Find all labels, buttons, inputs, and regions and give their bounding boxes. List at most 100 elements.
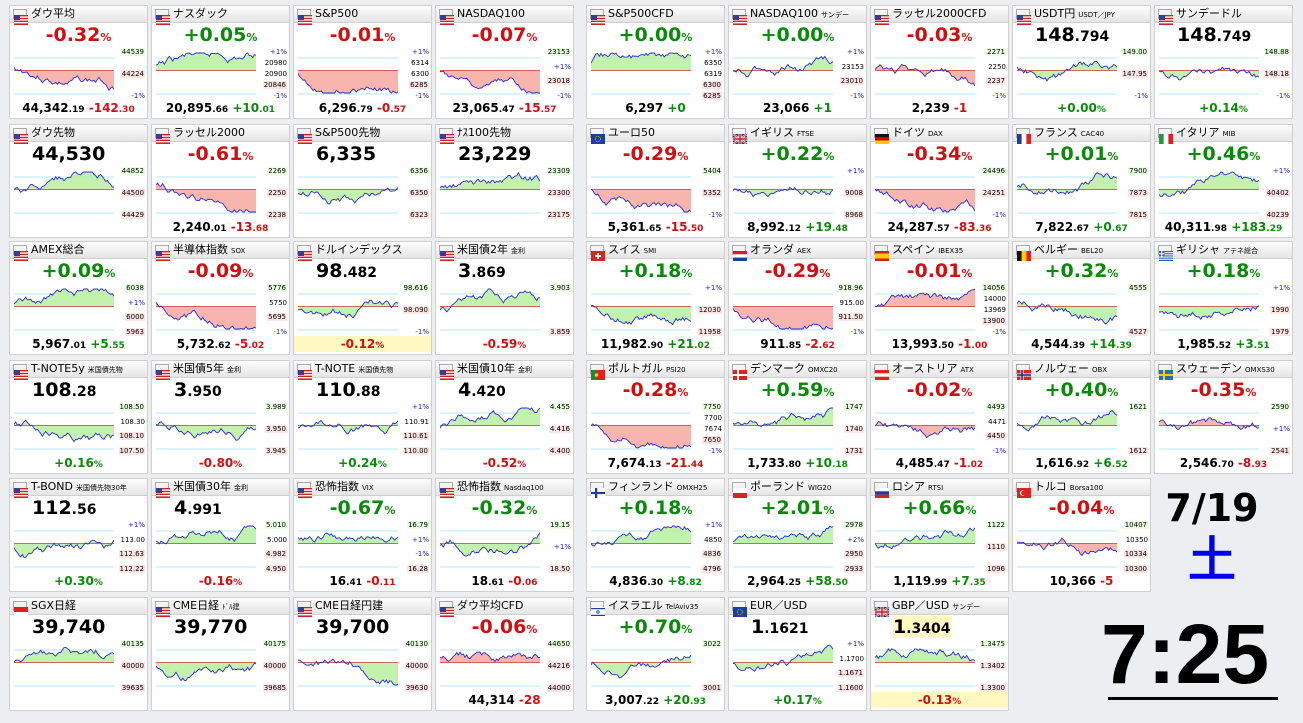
market-tile[interactable]: 米国債30年 金利 4.991 5.010 5.000 4.982 4.950 -0.16% [151, 478, 290, 592]
tile-footer: 1,985.52 +3.51 [1177, 337, 1270, 351]
market-tile[interactable]: S&P500 -0.01% +1% 6314 6300 6285 -1% 6,296.79 -… [293, 5, 432, 119]
axis-label: 10334 [1123, 550, 1148, 558]
change-percent: -0.28% [622, 379, 689, 401]
market-tile[interactable]: 恐怖指数 Nasdaq100 -0.32% 19.15 +1% 18.50 18.61 -0… [435, 478, 574, 592]
market-tile[interactable]: オランダ AEX -0.29% 918.96 915.00 911.50 -1% 911.85… [728, 241, 867, 355]
axis-label: 2978 [844, 521, 864, 529]
market-tile[interactable]: ダウ平均 -0.32% 44539 44224 -1% 44,342.19 -142.30 [9, 5, 148, 119]
market-tile[interactable]: ノルウェー OBX +0.40% 1621 1612 1,616.92 +6.52 [1012, 360, 1151, 474]
tile-header: ギリシャ アテネ総合 [1155, 242, 1292, 261]
market-tile[interactable]: 米国債10年 金利 4.420 4.455 4.416 4.400 -0.52% [435, 360, 574, 474]
axis-label: 20900 [264, 70, 287, 78]
market-tile[interactable]: S&P500CFD +0.00% +1% 6350 6319 6300 6285 6,297 … [586, 5, 725, 119]
tile-title: ドルインデックス [315, 243, 403, 256]
tile-title: ノルウェー OBX [1034, 362, 1108, 375]
axis-label: 44224 [120, 70, 145, 78]
market-tile[interactable]: AMEX総合 +0.09% 6038 +1% 6000 5963 5,967.01 +5.5… [9, 241, 148, 355]
market-tile[interactable]: ドイツ DAX -0.34% 24496 24251 -1% 24,287.57 -83.3… [870, 124, 1009, 238]
tile-title: USDT円 USDT／JPY [1034, 7, 1115, 20]
market-tile[interactable]: ダウ先物 44,530 44852 44500 44429 [9, 124, 148, 238]
market-tile[interactable]: ラッセル2000CFD -0.03% 2271 2250 2237 -1% 2,239 -1 [870, 5, 1009, 119]
mini-chart [439, 640, 541, 690]
axis-label: 2238 [267, 211, 287, 219]
market-tile[interactable]: イタリア MIB +0.46% +1% 40402 40239 40,311.98 +183… [1154, 124, 1293, 238]
axis-label: 2541 [1270, 447, 1290, 455]
market-tile[interactable]: 米国債2年 金利 3.869 3.903 3.859 -0.59% [435, 241, 574, 355]
change-percent: +0.59% [760, 379, 835, 401]
axis-label: 1979 [1270, 328, 1290, 336]
mini-chart [1158, 48, 1260, 98]
market-tile[interactable]: ギリシャ アテネ総合 +0.18% +1% 1990 1979 1,985.52 +3.51 [1154, 241, 1293, 355]
market-tile[interactable]: ポーランド WIG20 +2.01% 2978 +2% 2950 2933 2,964.25 … [728, 478, 867, 592]
tile-title: NASDAQ100 サンデー [750, 7, 849, 20]
flag-icon [1016, 245, 1031, 261]
mini-chart [155, 403, 257, 453]
mini-chart [13, 48, 115, 98]
axis-label: 110.61 [402, 432, 429, 440]
market-tile[interactable]: NASDAQ100 -0.07% 23153 +1% 23018 -1% 23,065.47… [435, 5, 574, 119]
mini-chart [732, 167, 834, 217]
tile-footer: 7,674.13 -21.44 [607, 456, 704, 470]
tile-title: ﾅｽ100先物 [457, 126, 511, 139]
market-tile[interactable]: T-BOND 米国債先物30年 112.56 +1% 113.00 112.63 112.2… [9, 478, 148, 592]
market-tile[interactable]: イスラエル TelAviv35 +0.70% 3022 3001 3,007.22 +20… [586, 597, 725, 711]
market-tile[interactable]: スイス SMI +0.18% +1% 12030 11958 11,982.90 +21.0… [586, 241, 725, 355]
price-value: 148.749 [1177, 24, 1252, 46]
axis-label: 16.79 [406, 521, 429, 529]
axis-label: -1% [1134, 92, 1148, 100]
price-value: 3.950 [174, 379, 222, 401]
change-percent: +0.00% [760, 24, 835, 46]
market-tile[interactable]: フィンランド OMXH25 +0.18% +1% 4850 4836 4796 4,836.3… [586, 478, 725, 592]
axis-label: 113.00 [120, 536, 146, 544]
market-tile[interactable]: トルコ Borsa100 -0.04% 10407 10350 10334 10300 10,… [1012, 478, 1151, 592]
market-tile[interactable]: SGX日経 39,740 40135 40000 39635 [9, 597, 148, 711]
flag-icon [297, 128, 312, 144]
axis-label: 1.1700 [839, 655, 865, 663]
market-tile[interactable]: NASDAQ100 サンデー +0.00% +1% 23153 23010 -1% 23,06… [728, 5, 867, 119]
market-tile[interactable]: CME日経 ﾄﾞﾙ建 39,770 40175 40000 39685 [151, 597, 290, 711]
axis-label: 3.950 [264, 425, 287, 433]
market-tile[interactable]: ナスダック +0.05% +1% 20980 20900 20846 -1% 20,895.6… [151, 5, 290, 119]
flag-icon [590, 245, 605, 261]
market-tile[interactable]: ラッセル2000 -0.61% 2269 2250 2238 2,240.01 -13.6… [151, 124, 290, 238]
market-tile[interactable]: ドルインデックス 98.482 98.616 98.090 -1% -0.12% [293, 241, 432, 355]
mini-chart [297, 521, 399, 571]
flag-icon [13, 245, 28, 261]
tile-header: ノルウェー OBX [1013, 361, 1150, 380]
axis-label: 1731 [844, 447, 864, 455]
market-tile[interactable]: USDT円 USDT／JPY 148.794 149.00 147.95 -1% +0.00… [1012, 5, 1151, 119]
market-tile[interactable]: ﾅｽ100先物 23,229 23309 23300 23175 [435, 124, 574, 238]
market-tile[interactable]: フランス CAC40 +0.01% 7900 7873 7815 7,822.67 +0.6… [1012, 124, 1151, 238]
axis-label: 44429 [120, 211, 145, 219]
market-tile[interactable]: サンデードル 148.749 148.88 148.18 -1% +0.14% [1154, 5, 1293, 119]
market-tile[interactable]: ロシア RTSI +0.66% 1122 1110 1096 1,119.99 +7.35 [870, 478, 1009, 592]
market-tile[interactable]: ポルトガル PSI20 -0.28% 7750 7700 7674 7650 -1% 7,674… [586, 360, 725, 474]
axis-label: 16.28 [406, 565, 429, 573]
market-tile[interactable]: EUR／USD 1.1621 +1% 1.1700 1.1671 1.1600 +0.17% [728, 597, 867, 711]
market-tile[interactable]: GBP／USD サンデー 1.3404 1.3475 1.3402 1.3300 -0.13… [870, 597, 1009, 711]
market-tile[interactable]: 米国債5年 金利 3.950 3.989 3.950 3.945 -0.80% [151, 360, 290, 474]
flag-icon [297, 9, 312, 25]
market-tile[interactable]: オーストリア ATX -0.02% 4493 4471 4450 -1% 4,485.47 -… [870, 360, 1009, 474]
axis-label: 7873 [1128, 189, 1148, 197]
flag-icon [155, 9, 170, 25]
market-tile[interactable]: スウェーデン OMXS30 -0.35% 2590 +1% 2541 2,546.70 -8… [1154, 360, 1293, 474]
market-tile[interactable]: イギリス FTSE +0.22% +1% 9008 8968 8,992.12 +19.48 [728, 124, 867, 238]
axis-labels: 7750 7700 7674 7650 -1% [691, 403, 724, 455]
tile-header: EUR／USD [729, 598, 866, 617]
market-tile[interactable]: ユーロ50 -0.29% 5404 5352 -1% 5,361.65 -15.50 [586, 124, 725, 238]
market-tile[interactable]: T-NOTE5y 米国債先物 108.28 108.50 108.30 108.10 107… [9, 360, 148, 474]
axis-label: -1% [992, 92, 1006, 100]
market-tile[interactable]: S&P500先物 6,335 6356 6350 6323 [293, 124, 432, 238]
market-tile[interactable]: スペイン IBEX35 -0.01% 14056 14000 13969 13900 -1% 1… [870, 241, 1009, 355]
axis-label: 5776 [267, 284, 287, 292]
tile-header: ベルギー BEL20 [1013, 242, 1150, 261]
market-tile[interactable]: 半導体指数 SOX -0.09% 5776 5750 5695 -1% 5,732.62 -5… [151, 241, 290, 355]
market-tile[interactable]: CME日経円建 39,700 40130 40000 39630 [293, 597, 432, 711]
market-tile[interactable]: ダウ平均CFD -0.06% 44650 44216 44000 44,314 -28 [435, 597, 574, 711]
market-tile[interactable]: T-NOTE 米国債先物 110.88 +1% 110.91 110.61 110.00 +0… [293, 360, 432, 474]
tile-title: T-NOTE5y 米国債先物 [31, 362, 123, 375]
market-tile[interactable]: デンマーク OMXC20 +0.59% 1747 1740 1731 1,733.80 +1… [728, 360, 867, 474]
market-tile[interactable]: 恐怖指数 VIX -0.67% 16.79 +1% -1% 16.28 16.41 -0.11 [293, 478, 432, 592]
market-tile[interactable]: ベルギー BEL20 +0.32% 4555 4527 4,544.39 +14.39 [1012, 241, 1151, 355]
